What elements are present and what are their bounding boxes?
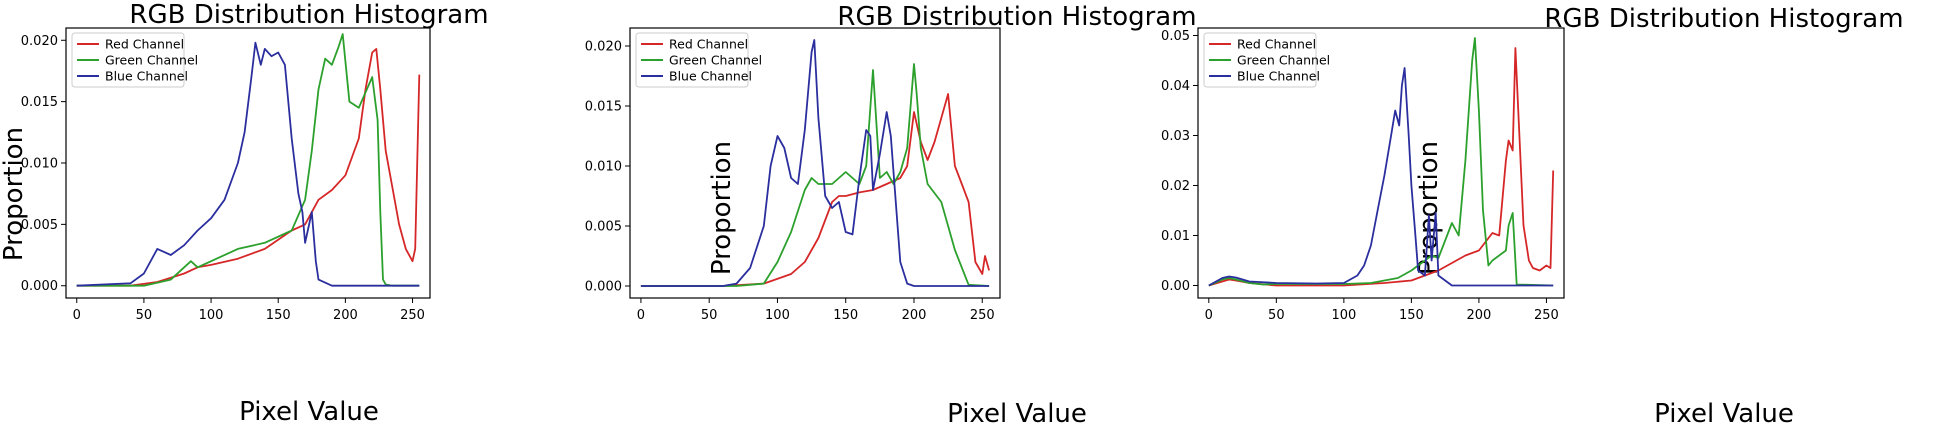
x-axis-label: Pixel Value [1654,399,1794,429]
y-axis-label: Proportion [1414,141,1444,275]
legend-label: Green Channel [669,53,762,68]
x-tick-label: 200 [333,308,358,323]
x-tick-label: 200 [1467,308,1492,323]
series-line-green-channel [640,63,990,287]
chart-title: RGB Distribution Histogram [129,0,488,30]
histogram-chart-right: RGB Distribution Histogram Proportion Pi… [1161,4,1904,429]
x-tick-label: 0 [1205,308,1213,323]
y-tick-label: 0.02 [1161,179,1190,194]
x-tick-label: 0 [73,308,81,323]
y-axis-label: Proportion [0,127,29,261]
y-tick-label: 0.015 [21,95,58,110]
y-tick-label: 0.00 [1161,279,1190,294]
legend-label: Red Channel [669,37,748,52]
x-tick-label: 150 [833,308,858,323]
legend-box [1203,32,1317,88]
x-tick-label: 50 [701,308,718,323]
legend-label: Red Channel [105,37,184,52]
y-tick-label: 0.01 [1161,229,1190,244]
y-tick-label: 0.04 [1161,79,1190,94]
y-tick-label: 0.000 [585,280,622,295]
y-tick-label: 0.010 [585,160,622,175]
x-tick-label: 250 [1534,308,1559,323]
x-tick-label: 100 [765,308,790,323]
x-tick-label: 0 [637,308,645,323]
histogram-chart-left: RGB Distribution Histogram Proportion Pi… [0,0,489,427]
x-tick-label: 200 [902,308,927,323]
x-tick-label: 150 [266,308,291,323]
x-axis-label: Pixel Value [947,399,1087,429]
x-tick-label: 50 [136,308,153,323]
y-tick-label: 0.020 [585,40,622,55]
x-tick-label: 50 [1268,308,1285,323]
histogram-chart-middle: RGB Distribution Histogram Proportion Pi… [585,2,1197,429]
series-line-green-channel [76,33,420,287]
x-tick-label: 100 [1331,308,1356,323]
legend-label: Blue Channel [669,69,752,84]
x-tick-label: 250 [400,308,425,323]
legend-label: Blue Channel [1237,69,1320,84]
y-tick-label: 0.000 [21,279,58,294]
series-line-green-channel [1208,37,1554,287]
legend-label: Red Channel [1237,37,1316,52]
series-line-red-channel [640,93,990,287]
series-line-blue-channel [1208,67,1554,287]
x-tick-label: 100 [199,308,224,323]
legend-box [71,32,185,88]
x-tick-label: 250 [970,308,995,323]
legend-label: Green Channel [1237,53,1330,68]
series-line-blue-channel [76,41,420,287]
axes-frame [1197,27,1565,299]
y-tick-label: 0.03 [1161,129,1190,144]
legend-label: Blue Channel [105,69,188,84]
y-tick-label: 0.05 [1161,29,1190,44]
x-axis-label: Pixel Value [239,397,379,427]
y-axis-label: Proportion [707,141,737,275]
chart-title: RGB Distribution Histogram [837,2,1196,32]
legend-label: Green Channel [105,53,198,68]
x-tick-label: 150 [1399,308,1424,323]
y-tick-label: 0.005 [21,218,58,233]
y-tick-label: 0.010 [21,157,58,172]
y-tick-label: 0.020 [21,34,58,49]
chart-title: RGB Distribution Histogram [1544,4,1903,34]
y-tick-label: 0.005 [585,220,622,235]
y-tick-label: 0.015 [585,100,622,115]
legend-box [635,32,749,88]
series-line-blue-channel [640,39,990,287]
axes-frame [629,27,1001,299]
